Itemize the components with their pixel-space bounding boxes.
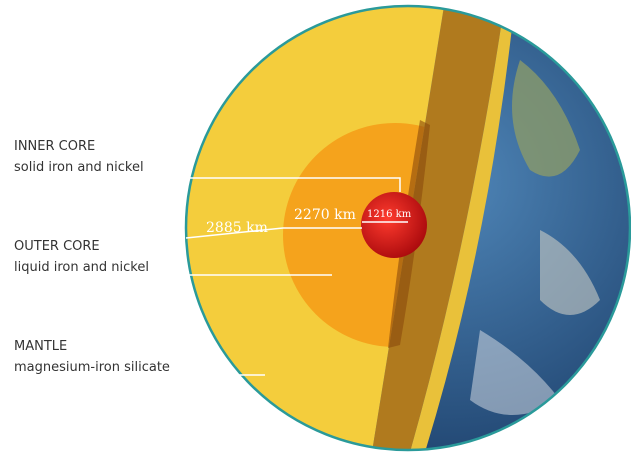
layer-subtitle: liquid iron and nickel — [14, 260, 149, 275]
measurement: 2270 km — [294, 207, 356, 223]
mantle-measure — [185, 227, 284, 239]
pointer-lines — [160, 177, 408, 376]
clouds — [470, 330, 560, 415]
cut-surface — [372, 6, 505, 450]
layer-title: OUTER CORE — [14, 239, 100, 254]
measurement: 2885 km — [206, 220, 268, 236]
measurement: 1216 km — [367, 209, 412, 220]
clouds — [540, 230, 600, 315]
layer-title: MANTLE — [14, 339, 67, 354]
inner-core — [361, 192, 427, 258]
land — [512, 60, 580, 177]
layer-title: INNER CORE — [14, 139, 95, 154]
crust-edge — [410, 6, 515, 450]
inner-core-pointer — [160, 177, 401, 192]
layer-subtitle: solid iron and nickel — [14, 160, 144, 175]
layer-subtitle: magnesium-iron silicate — [14, 360, 170, 375]
globe-outline — [184, 4, 631, 452]
